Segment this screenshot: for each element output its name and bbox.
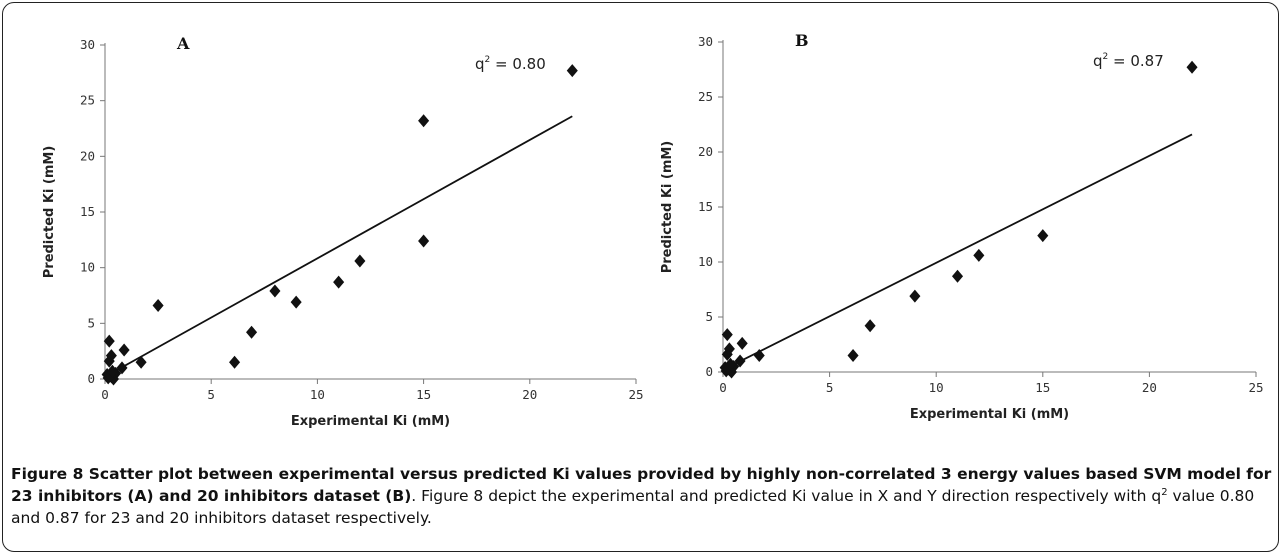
x-tick-label: 20 <box>522 387 537 402</box>
y-tick-label: 30 <box>698 34 713 49</box>
data-point <box>951 269 964 283</box>
data-point <box>864 319 876 333</box>
y-tick-label: 15 <box>80 204 95 219</box>
data-point <box>724 357 736 371</box>
data-point <box>1186 60 1198 74</box>
data-point <box>566 64 578 78</box>
y-tick-label: 5 <box>87 315 95 330</box>
y-axis-label: Predicted Ki (mM) <box>660 141 675 274</box>
data-point <box>973 248 985 262</box>
y-axis-label: Predicted Ki (mM) <box>42 146 57 279</box>
caption-text-part1: . Figure 8 depict the experimental and p… <box>411 487 1162 505</box>
data-point <box>721 328 733 342</box>
data-point <box>290 295 302 309</box>
caption-title: Figure 8 Scatter plot between experiment… <box>11 465 1272 505</box>
y-tick-label: 0 <box>705 364 713 379</box>
x-tick-label: 25 <box>1248 380 1263 395</box>
data-point <box>354 254 366 268</box>
figure-caption: Figure 8 Scatter plot between experiment… <box>11 463 1273 529</box>
data-point <box>736 336 748 350</box>
x-tick-label: 10 <box>310 387 325 402</box>
panel-label: B <box>795 31 809 50</box>
x-tick-label: 0 <box>719 380 727 395</box>
caption-text-sup: 2 <box>1161 486 1168 498</box>
data-point <box>333 275 345 289</box>
q2-annotation: q2 = 0.80 <box>475 55 546 73</box>
y-tick-label: 30 <box>80 37 95 52</box>
data-point <box>104 369 116 383</box>
y-tick-label: 25 <box>80 93 95 108</box>
x-tick-label: 15 <box>1035 380 1050 395</box>
y-tick-label: 25 <box>698 89 713 104</box>
data-point <box>269 284 281 298</box>
y-tick-label: 10 <box>80 260 95 275</box>
caption-text-part2: value 0.80 and 0.87 for 23 and 20 inhibi… <box>11 487 1255 527</box>
trendline <box>722 133 1193 371</box>
data-point <box>753 349 765 362</box>
data-point <box>847 349 859 362</box>
data-point <box>723 342 735 356</box>
y-tick-label: 0 <box>87 371 95 386</box>
panel-a: 0 5 10 15 20 25 30 0 5 10 15 20 25 Experimental Ki (m… <box>42 34 644 429</box>
y-tick-label: 5 <box>705 309 713 324</box>
data-point <box>418 234 430 248</box>
data-point <box>246 325 258 339</box>
data-point <box>116 361 128 375</box>
y-tick-label: 15 <box>698 199 713 214</box>
x-tick-label: 20 <box>1142 380 1157 395</box>
x-tick-label: 0 <box>101 387 109 402</box>
x-tick-label: 10 <box>929 380 944 395</box>
q2-annotation: q2 = 0.87 <box>1093 52 1164 70</box>
x-axis-label: Experimental Ki (mM) <box>910 407 1069 422</box>
data-point <box>118 343 130 357</box>
data-point <box>103 334 115 348</box>
panel-b: 0 5 10 15 20 25 30 0 5 10 15 20 25 Experimental Ki (m… <box>660 31 1264 422</box>
trendline <box>104 115 573 378</box>
data-point <box>229 355 241 369</box>
y-tick-label: 20 <box>698 144 713 159</box>
x-tick-label: 15 <box>416 387 431 402</box>
data-point <box>152 299 164 313</box>
data-point <box>1037 229 1049 243</box>
data-point <box>135 355 147 369</box>
y-tick-label: 20 <box>80 148 95 163</box>
x-tick-label: 25 <box>628 387 643 402</box>
data-point <box>105 349 117 363</box>
data-point <box>734 354 746 368</box>
panel-label: A <box>176 34 190 53</box>
scatter-plots: 0 5 10 15 20 25 30 0 5 10 15 20 25 Experimental Ki (m… <box>42 31 1264 429</box>
data-point <box>106 364 118 378</box>
x-tick-label: 5 <box>826 380 834 395</box>
y-tick-label: 10 <box>698 254 713 269</box>
x-tick-label: 5 <box>207 387 215 402</box>
data-point <box>418 114 430 128</box>
x-axis-label: Experimental Ki (mM) <box>291 414 450 429</box>
data-point <box>909 289 921 303</box>
